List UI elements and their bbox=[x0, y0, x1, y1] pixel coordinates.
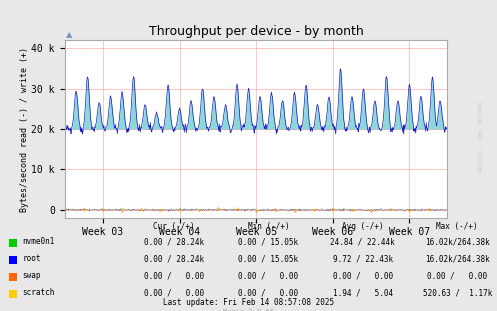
Text: 0.00 / 15.05k: 0.00 / 15.05k bbox=[239, 237, 298, 246]
Text: 1.94 /   5.04: 1.94 / 5.04 bbox=[333, 288, 393, 297]
Text: Avg (-/+): Avg (-/+) bbox=[342, 221, 384, 230]
Text: 0.00 /   0.00: 0.00 / 0.00 bbox=[239, 288, 298, 297]
Text: nvme0n1: nvme0n1 bbox=[22, 237, 55, 246]
Y-axis label: Bytes/second read (-) / write (+): Bytes/second read (-) / write (+) bbox=[19, 47, 29, 211]
Text: Min (-/+): Min (-/+) bbox=[248, 221, 289, 230]
Text: 0.00 /   0.00: 0.00 / 0.00 bbox=[333, 271, 393, 280]
Text: 0.00 /   0.00: 0.00 / 0.00 bbox=[144, 271, 204, 280]
Text: Max (-/+): Max (-/+) bbox=[436, 221, 478, 230]
Text: Cur (-/+): Cur (-/+) bbox=[153, 221, 195, 230]
Text: scratch: scratch bbox=[22, 288, 55, 297]
Text: 0.00 /   0.00: 0.00 / 0.00 bbox=[427, 271, 487, 280]
Text: 0.00 /   0.00: 0.00 / 0.00 bbox=[144, 288, 204, 297]
Text: ▲: ▲ bbox=[66, 30, 73, 39]
Text: 0.00 / 28.24k: 0.00 / 28.24k bbox=[144, 254, 204, 263]
Text: Munin 2.0.56: Munin 2.0.56 bbox=[223, 309, 274, 311]
Text: 24.84 / 22.44k: 24.84 / 22.44k bbox=[331, 237, 395, 246]
Text: root: root bbox=[22, 254, 41, 263]
Text: 16.02k/264.38k: 16.02k/264.38k bbox=[425, 237, 490, 246]
Text: 0.00 /   0.00: 0.00 / 0.00 bbox=[239, 271, 298, 280]
Text: RRDTOOL / TOBI OETIKER: RRDTOOL / TOBI OETIKER bbox=[479, 101, 484, 173]
Text: swap: swap bbox=[22, 271, 41, 280]
Text: 520.63 /  1.17k: 520.63 / 1.17k bbox=[422, 288, 492, 297]
Text: 0.00 / 15.05k: 0.00 / 15.05k bbox=[239, 254, 298, 263]
Text: Last update: Fri Feb 14 08:57:08 2025: Last update: Fri Feb 14 08:57:08 2025 bbox=[163, 298, 334, 307]
Text: 0.00 / 28.24k: 0.00 / 28.24k bbox=[144, 237, 204, 246]
Text: 16.02k/264.38k: 16.02k/264.38k bbox=[425, 254, 490, 263]
Text: 9.72 / 22.43k: 9.72 / 22.43k bbox=[333, 254, 393, 263]
Title: Throughput per device - by month: Throughput per device - by month bbox=[149, 25, 363, 38]
